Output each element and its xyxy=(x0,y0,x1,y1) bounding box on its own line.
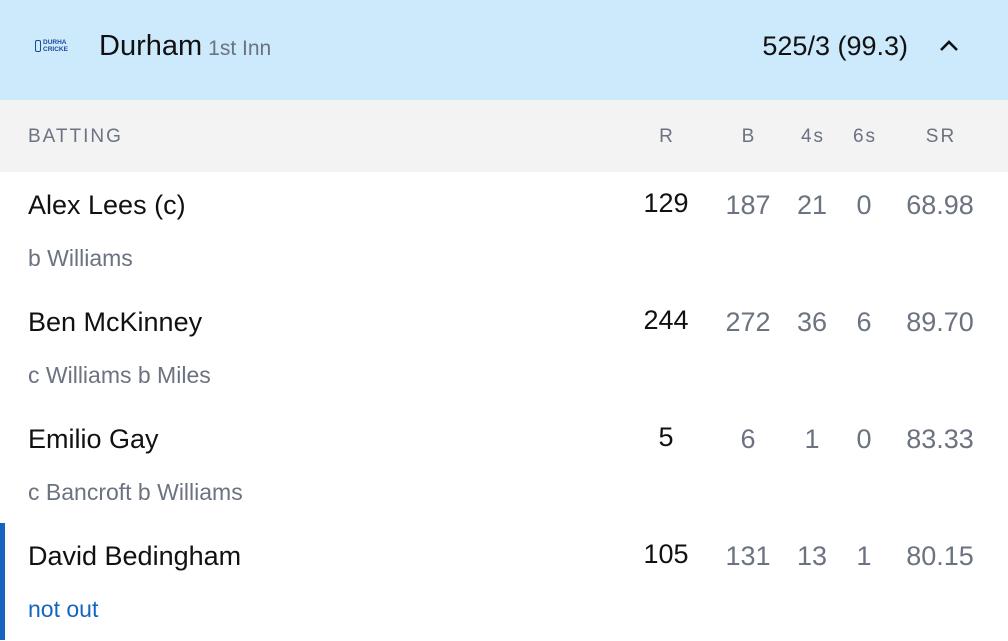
batting-header: BATTING xyxy=(28,126,123,147)
batter-name: David Bedingham xyxy=(28,541,242,571)
dismissal-text: c Williams b Miles xyxy=(28,362,211,388)
balls: 6 xyxy=(740,424,756,454)
runs: 105 xyxy=(643,539,689,569)
strike-rate: 80.15 xyxy=(906,541,974,571)
innings-header[interactable]: DURHA CRICKE Durham 1st Inn 525/3 (99.3) xyxy=(0,0,1008,100)
strike-rate: 68.98 xyxy=(906,190,974,220)
runs: 5 xyxy=(658,422,674,452)
batter-name: Emilio Gay xyxy=(28,424,159,454)
batter-row[interactable]: Ben McKinney c Williams b Miles 244 272 … xyxy=(0,289,1008,406)
sixes: 1 xyxy=(856,541,872,571)
team-score: 525/3 (99.3) xyxy=(762,31,908,61)
balls: 131 xyxy=(725,541,771,571)
dismissal-text: c Bancroft b Williams xyxy=(28,479,243,505)
fours-header: 4s xyxy=(800,126,826,147)
strike-rate: 83.33 xyxy=(906,424,974,454)
sixes: 6 xyxy=(856,307,872,337)
balls: 272 xyxy=(725,307,771,337)
fours: 36 xyxy=(796,307,828,337)
batter-row[interactable]: Alex Lees (c) b Williams 129 187 21 0 68… xyxy=(0,172,1008,289)
batter-row[interactable]: Emilio Gay c Bancroft b Williams 5 6 1 0… xyxy=(0,406,1008,523)
crest-icon xyxy=(35,40,41,52)
runs-header: R xyxy=(659,126,675,147)
fours: 21 xyxy=(796,190,828,220)
runs: 244 xyxy=(643,305,689,335)
at-crease-indicator xyxy=(0,523,5,640)
innings-label: 1st Inn xyxy=(208,37,272,60)
sixes: 0 xyxy=(856,424,872,454)
batter-name: Ben McKinney xyxy=(28,307,203,337)
team-label: Durham xyxy=(99,30,203,62)
runs: 129 xyxy=(643,188,689,218)
chevron-up-icon[interactable] xyxy=(938,35,960,57)
strike-rate: 89.70 xyxy=(906,307,974,337)
column-header: BATTING R B 4s 6s SR xyxy=(0,100,1008,172)
team-logo: DURHA CRICKE xyxy=(35,38,81,54)
sr-header: SR xyxy=(925,126,957,147)
sixes-header: 6s xyxy=(852,126,878,147)
batter-name: Alex Lees (c) xyxy=(28,190,186,220)
fours: 1 xyxy=(804,424,820,454)
team-name: Durham 1st Inn xyxy=(99,30,271,63)
sixes: 0 xyxy=(856,190,872,220)
dismissal-text: b Williams xyxy=(28,245,133,271)
dismissal-text: not out xyxy=(28,596,99,622)
balls: 187 xyxy=(725,190,771,220)
fours: 13 xyxy=(796,541,828,571)
balls-header: B xyxy=(741,126,757,147)
batter-row[interactable]: David Bedingham not out 105 131 13 1 80.… xyxy=(0,523,1008,640)
